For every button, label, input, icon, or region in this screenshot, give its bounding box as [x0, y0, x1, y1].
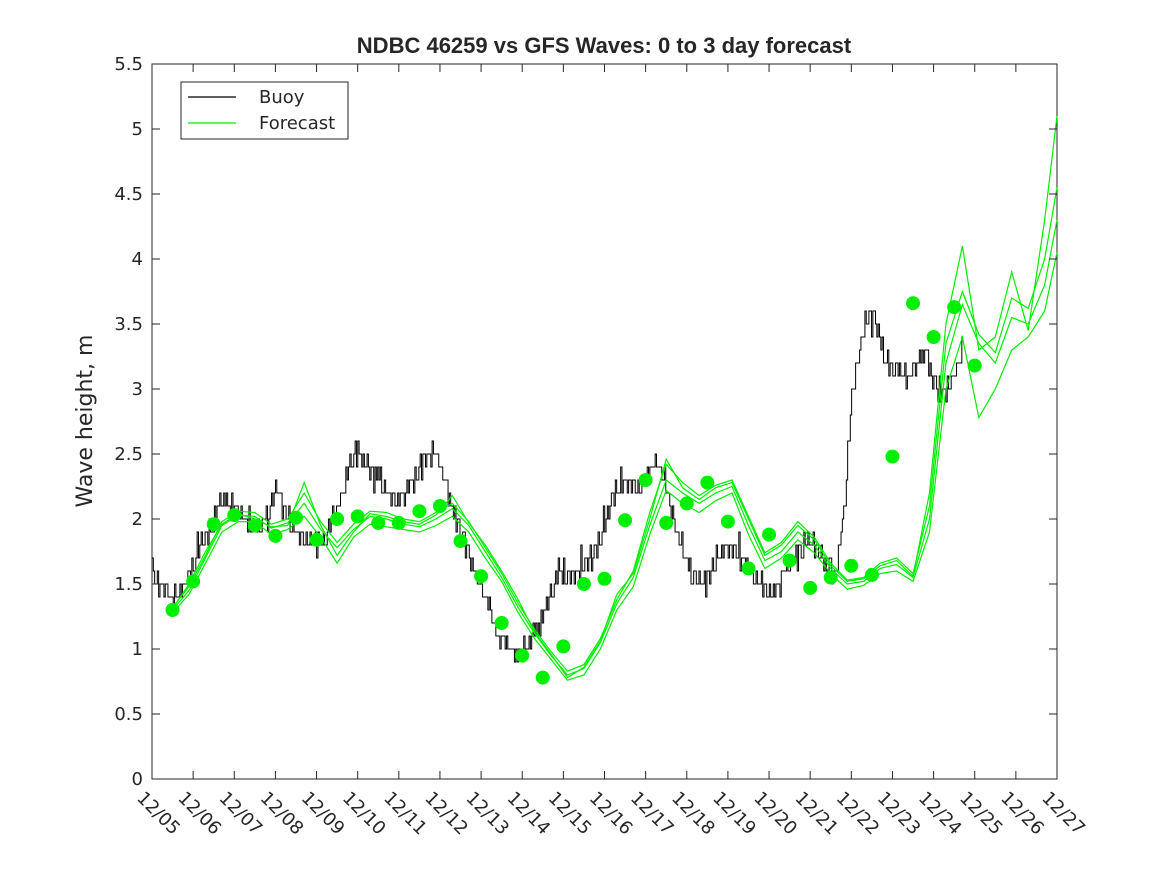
- x-tick-label: 12/13: [462, 788, 514, 840]
- forecast-point-marker: [309, 532, 324, 547]
- y-axis-label: Wave height, m: [73, 335, 98, 508]
- plot-area: [151, 63, 1058, 780]
- forecast-point-marker: [165, 603, 180, 617]
- legend-buoy-label: Buoy: [259, 87, 305, 108]
- forecast-point-marker: [432, 499, 447, 513]
- forecast-run-line-1: [172, 219, 1058, 676]
- forecast-point-marker: [638, 473, 653, 487]
- y-tick-label: 4: [132, 249, 143, 270]
- forecast-point-marker: [206, 517, 221, 532]
- forecast-run-line-4: [172, 115, 1058, 679]
- x-tick-label: 12/27: [1037, 788, 1089, 840]
- y-tick-label: 0: [132, 769, 143, 790]
- forecast-point-marker: [823, 570, 838, 585]
- x-tick-label: 12/23: [873, 788, 925, 840]
- forecast-point-marker: [926, 330, 941, 344]
- x-tick-label: 12/06: [174, 788, 226, 840]
- x-tick-label: 12/12: [420, 788, 472, 840]
- forecast-point-marker: [247, 518, 262, 533]
- y-tick-label: 1.5: [114, 574, 143, 595]
- x-tick-label: 12/20: [750, 788, 802, 840]
- y-tick-label: 5: [132, 119, 143, 140]
- x-tick-label: 12/19: [708, 788, 760, 840]
- y-tick-label: 1: [132, 639, 143, 660]
- forecast-point-marker: [535, 670, 550, 685]
- forecast-point-marker: [350, 509, 365, 524]
- x-tick-label: 12/11: [379, 788, 431, 840]
- forecast-point-marker: [330, 512, 345, 526]
- legend: Buoy Forecast: [180, 81, 349, 140]
- x-tick-label: 12/21: [791, 788, 843, 840]
- x-tick-label: 12/26: [996, 788, 1048, 840]
- x-tick-label: 12/16: [585, 788, 637, 840]
- x-tick-label: 12/18: [667, 788, 719, 840]
- forecast-point-marker: [494, 616, 509, 630]
- x-tick-label: 12/17: [626, 788, 678, 840]
- x-tick-label: 12/24: [914, 788, 966, 840]
- forecast-point-marker: [844, 558, 859, 573]
- forecast-point-marker: [515, 648, 530, 663]
- forecast-point-marker: [803, 580, 818, 595]
- forecast-point-marker: [474, 569, 489, 584]
- series-layer: [152, 115, 1058, 685]
- x-tick-label: 12/14: [503, 788, 555, 840]
- forecast-point-marker: [720, 514, 735, 529]
- forecast-point-marker: [762, 527, 777, 542]
- x-tick-label: 12/10: [338, 788, 390, 840]
- forecast-point-marker: [391, 515, 406, 530]
- forecast-point-marker: [412, 504, 427, 519]
- forecast-point-marker: [288, 510, 303, 525]
- forecast-point-marker: [782, 553, 797, 568]
- x-tick-label: 12/15: [544, 788, 596, 840]
- x-tick-label: 12/25: [955, 788, 1007, 840]
- forecast-point-marker: [679, 496, 694, 511]
- forecast-point-marker: [597, 571, 612, 586]
- forecast-point-marker: [864, 567, 879, 582]
- y-tick-label: 2: [132, 509, 143, 530]
- y-tick-label: 3.5: [114, 314, 143, 335]
- y-tick-label: 4.5: [114, 184, 143, 205]
- x-tick-label: 12/05: [132, 788, 184, 840]
- plot-frame-layer: [151, 63, 1058, 780]
- x-tick-label: 12/09: [297, 788, 349, 840]
- forecast-point-marker: [371, 515, 386, 530]
- legend-box: [180, 81, 349, 140]
- forecast-point-marker: [885, 449, 900, 464]
- forecast-point-marker: [556, 639, 571, 654]
- forecast-point-marker: [906, 296, 921, 311]
- forecast-point-marker: [618, 513, 633, 528]
- x-tick-label: 12/22: [832, 788, 884, 840]
- forecast-point-marker: [227, 508, 242, 523]
- y-tick-label: 0.5: [114, 704, 143, 725]
- forecast-point-marker: [967, 358, 982, 373]
- forecast-point-marker: [268, 528, 283, 543]
- x-tick-label: 12/08: [256, 788, 308, 840]
- forecast-point-marker: [186, 574, 201, 589]
- chart-title: NDBC 46259 vs GFS Waves: 0 to 3 day fore…: [357, 33, 852, 58]
- forecast-point-marker: [947, 300, 962, 315]
- legend-forecast-label: Forecast: [259, 113, 335, 134]
- forecast-point-marker: [741, 561, 756, 576]
- y-tick-label: 5.5: [114, 54, 143, 75]
- forecast-point-marker: [576, 577, 591, 591]
- forecast-point-marker: [700, 475, 715, 490]
- forecast-point-marker: [453, 534, 468, 549]
- y-tick-label: 3: [132, 379, 143, 400]
- x-tick-label: 12/07: [215, 788, 267, 840]
- forecast-point-marker: [659, 515, 674, 530]
- y-tick-label: 2.5: [114, 444, 143, 465]
